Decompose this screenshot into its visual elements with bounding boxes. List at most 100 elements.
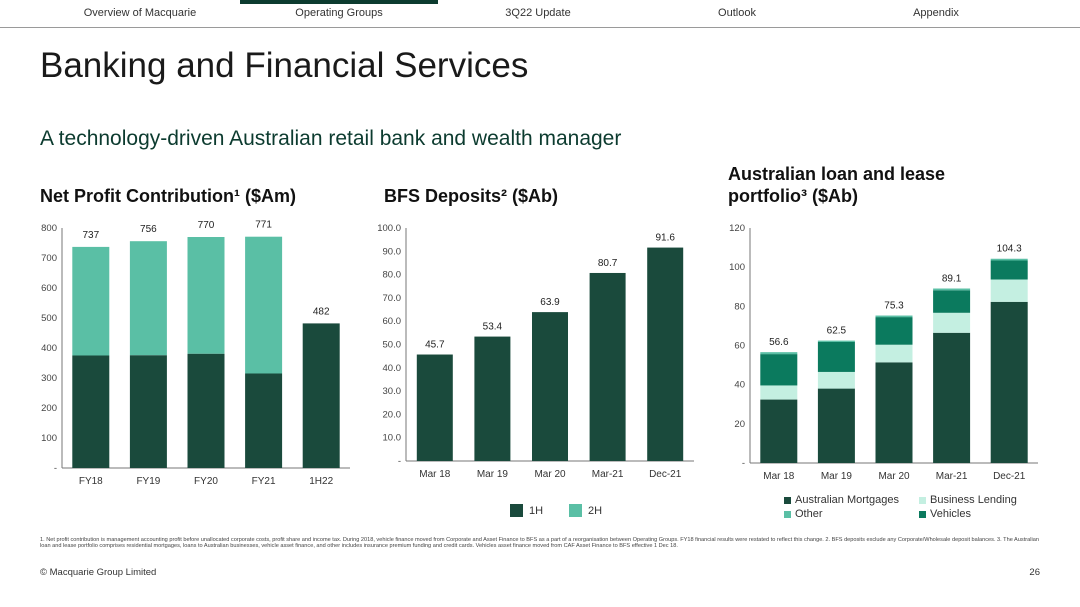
legend-label-vehicles: Vehicles bbox=[930, 508, 971, 520]
legend-swatch-vehicles bbox=[919, 510, 926, 518]
bar bbox=[589, 272, 626, 461]
y-tick-label: 50.0 bbox=[383, 340, 402, 351]
legend-item-1h: 1H bbox=[510, 504, 543, 517]
x-tick-label: Mar 19 bbox=[821, 471, 853, 482]
npc-chart: - 100 200 300 400 500 600 700 800 737 FY18 756 FY19 7… bbox=[41, 220, 350, 487]
nav-item-3q22-update[interactable]: 3Q22 Update bbox=[505, 7, 571, 19]
nav-item-operating-groups[interactable]: Operating Groups bbox=[295, 7, 383, 19]
legend-swatch-other bbox=[784, 510, 791, 518]
deposits-chart: - 10.0 20.0 30.0 40.0 50.0 60.0 70.0 80.0 90.0 100… bbox=[377, 223, 694, 480]
nav-active-indicator bbox=[240, 0, 438, 4]
legend-item-other: Other bbox=[784, 508, 823, 520]
bar bbox=[647, 247, 684, 461]
legend-item-mortgages: Australian Mortgages bbox=[784, 494, 899, 506]
nav-item-overview[interactable]: Overview of Macquarie bbox=[83, 7, 197, 19]
legend-label-business-lending: Business Lending bbox=[930, 494, 1017, 506]
x-tick-label: Mar 20 bbox=[878, 471, 910, 482]
bar-value-label: 75.3 bbox=[884, 301, 904, 312]
y-tick-label: 500 bbox=[41, 313, 57, 324]
bar-value-label: 737 bbox=[82, 230, 99, 241]
y-tick-label: 20 bbox=[734, 419, 745, 430]
bar-segment-1h bbox=[187, 353, 225, 468]
y-tick-label: 30.0 bbox=[383, 386, 402, 397]
bar-segment-1h bbox=[129, 355, 167, 468]
bar bbox=[416, 354, 453, 461]
x-tick-label: Mar 18 bbox=[419, 469, 451, 480]
bar-segment-other bbox=[760, 352, 798, 355]
bar-segment-australian-mortgages bbox=[990, 301, 1028, 463]
bar-value-label: 482 bbox=[313, 306, 330, 317]
legend-label-1h: 1H bbox=[529, 504, 544, 517]
y-tick-label: 40.0 bbox=[383, 363, 402, 374]
bar-segment-1h bbox=[302, 323, 340, 468]
legend-item-vehicles: Vehicles bbox=[919, 508, 971, 520]
legend-swatch-mortgages bbox=[784, 496, 791, 504]
bar-value-label: 104.3 bbox=[997, 244, 1022, 255]
y-tick-label: 600 bbox=[41, 283, 57, 294]
legend-swatch-1h bbox=[510, 504, 523, 517]
legend-swatch-business-lending bbox=[919, 496, 926, 504]
loan-chart-title: Australian loan and lease portfolio³ ($A… bbox=[728, 164, 946, 206]
deposits-chart-title: BFS Deposits² ($Ab) bbox=[384, 186, 559, 206]
x-tick-label: Mar 19 bbox=[477, 469, 509, 480]
legend-label-2h: 2H bbox=[588, 504, 603, 517]
bar-value-label: 56.6 bbox=[769, 337, 789, 348]
y-tick-label: 60.0 bbox=[383, 316, 402, 327]
page-title: Banking and Financial Services bbox=[40, 46, 529, 85]
nav-item-appendix[interactable]: Appendix bbox=[913, 7, 959, 19]
footnote: 1. Net profit contribution is management… bbox=[40, 537, 1039, 550]
y-tick-label: 100 bbox=[729, 262, 745, 273]
bar-segment-other bbox=[990, 258, 1028, 261]
y-tick-label: - bbox=[398, 456, 401, 467]
bar-value-label: 80.7 bbox=[598, 258, 618, 269]
page-subtitle: A technology-driven Australian retail ba… bbox=[40, 127, 622, 150]
x-tick-label: Mar-21 bbox=[592, 469, 624, 480]
bar-segment-vehicles bbox=[760, 354, 798, 386]
y-tick-label: 60 bbox=[734, 341, 745, 352]
bar-value-label: 771 bbox=[255, 220, 272, 231]
x-tick-label: FY21 bbox=[252, 476, 276, 487]
legend-label-mortgages: Australian Mortgages bbox=[795, 494, 899, 506]
bar-value-label: 53.4 bbox=[483, 322, 503, 333]
top-navigation: Overview of Macquarie Operating Groups 3… bbox=[0, 0, 1080, 28]
nav-item-outlook[interactable]: Outlook bbox=[718, 7, 756, 19]
x-tick-label: FY20 bbox=[194, 476, 218, 487]
legend-label-other: Other bbox=[795, 508, 823, 520]
bar-segment-vehicles bbox=[875, 317, 913, 345]
bar-segment-vehicles bbox=[933, 290, 971, 313]
bar-segment-business-lending bbox=[990, 279, 1028, 302]
bar-segment-1h bbox=[245, 373, 283, 468]
legend-item-business-lending: Business Lending bbox=[919, 494, 1017, 506]
bar-value-label: 89.1 bbox=[942, 274, 962, 285]
copyright: © Macquarie Group Limited bbox=[40, 567, 157, 578]
x-tick-label: FY19 bbox=[136, 476, 160, 487]
y-tick-label: 80.0 bbox=[383, 270, 402, 281]
bar-value-label: 62.5 bbox=[827, 326, 847, 337]
bar-segment-other bbox=[817, 340, 855, 342]
bar-segment-business-lending bbox=[760, 385, 798, 400]
bar-segment-australian-mortgages bbox=[760, 399, 798, 463]
bar-segment-vehicles bbox=[817, 341, 855, 372]
x-tick-label: Mar 18 bbox=[763, 471, 795, 482]
y-tick-label: 100 bbox=[41, 433, 57, 444]
y-tick-label: 20.0 bbox=[383, 409, 402, 420]
bar-segment-business-lending bbox=[817, 371, 855, 389]
y-tick-label: 400 bbox=[41, 343, 57, 354]
bar bbox=[474, 336, 511, 461]
bar-value-label: 63.9 bbox=[540, 297, 560, 308]
bar bbox=[532, 312, 568, 461]
bar-segment-business-lending bbox=[875, 344, 913, 363]
bar-value-label: 770 bbox=[198, 220, 215, 231]
y-tick-label: 800 bbox=[41, 223, 57, 234]
y-tick-label: - bbox=[54, 463, 57, 474]
bar-segment-2h bbox=[187, 237, 225, 354]
y-tick-label: - bbox=[742, 458, 745, 469]
bar-value-label: 756 bbox=[140, 224, 157, 235]
legend-item-2h: 2H bbox=[569, 504, 602, 517]
bar-segment-vehicles bbox=[990, 260, 1028, 280]
bar-segment-2h bbox=[129, 241, 167, 356]
y-tick-label: 40 bbox=[734, 380, 745, 391]
x-tick-label: Mar-21 bbox=[936, 471, 968, 482]
y-tick-label: 700 bbox=[41, 253, 57, 264]
x-tick-label: FY18 bbox=[79, 476, 103, 487]
